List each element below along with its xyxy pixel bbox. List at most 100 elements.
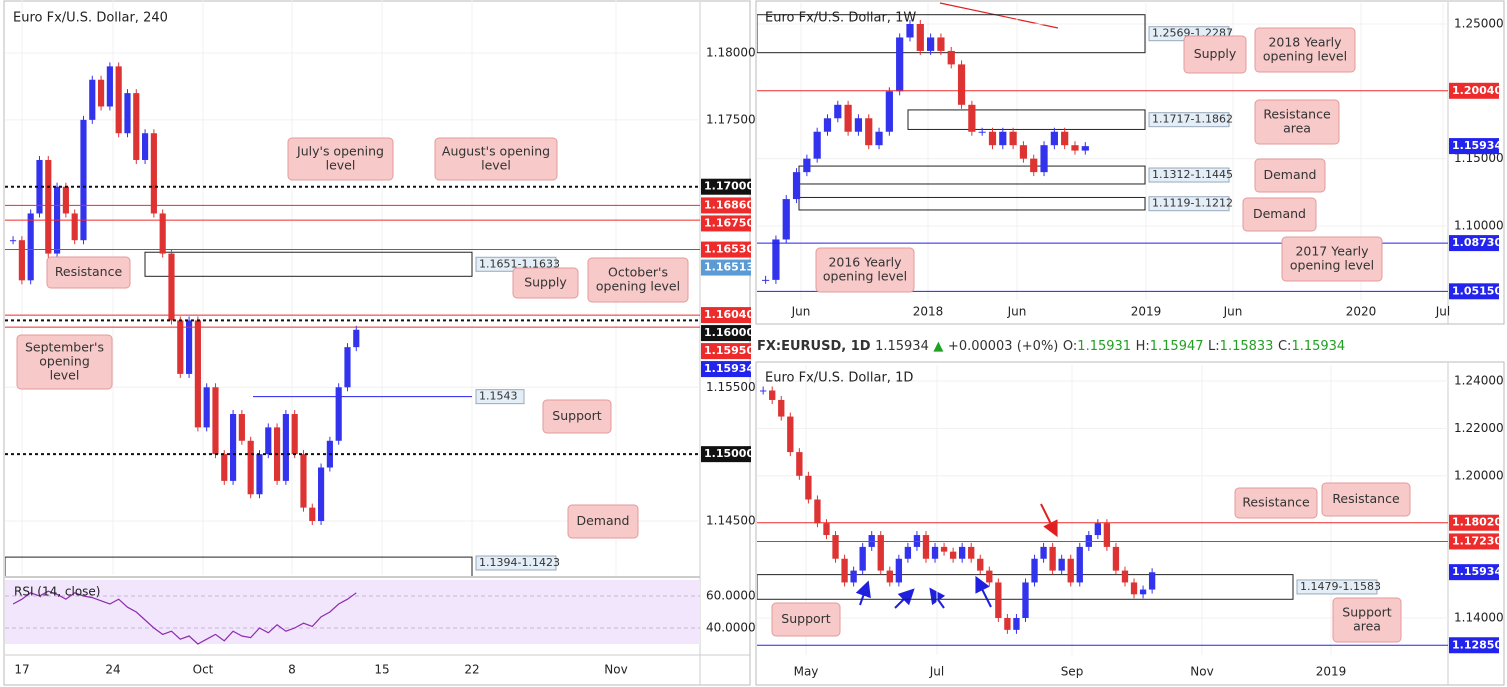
price-tag-label: 1.20040 bbox=[1452, 84, 1502, 97]
panel-title: Euro Fx/U.S. Dollar, 240 bbox=[13, 11, 168, 26]
price-axis-label: 1.25000 bbox=[1454, 17, 1504, 31]
price-tag-label: 1.15950 bbox=[704, 344, 754, 357]
candle bbox=[159, 213, 166, 254]
candle bbox=[805, 475, 812, 500]
candle bbox=[1040, 145, 1048, 173]
candle bbox=[959, 546, 966, 559]
callout-text: Demand bbox=[1253, 206, 1306, 221]
candle bbox=[1050, 131, 1058, 146]
callout-text: Supply bbox=[1194, 46, 1237, 61]
zone-label-box bbox=[1148, 112, 1230, 128]
panel-title: Euro Fx/U.S. Dollar, 1D bbox=[765, 371, 913, 386]
candle bbox=[927, 37, 935, 51]
callout bbox=[16, 334, 113, 390]
price-tag bbox=[701, 343, 751, 360]
time-label: May bbox=[794, 665, 819, 679]
price-tag-label: 1.15934 bbox=[704, 362, 754, 375]
callout-text: 2018 Yearly bbox=[1268, 35, 1342, 50]
candle bbox=[787, 416, 794, 453]
zone-label: 1.1119-1.1212 bbox=[1152, 197, 1233, 210]
candle bbox=[977, 558, 984, 571]
zone bbox=[798, 165, 1146, 185]
callout-text: opening level bbox=[823, 269, 907, 284]
candle bbox=[1058, 558, 1065, 571]
price-tag-label: 1.15934 bbox=[1452, 565, 1502, 578]
candle bbox=[1081, 146, 1089, 151]
callout-text: opening level bbox=[596, 279, 680, 294]
price-tag bbox=[1449, 637, 1499, 654]
candle bbox=[124, 93, 131, 134]
candle bbox=[335, 387, 342, 441]
candle bbox=[230, 414, 237, 481]
plot-area bbox=[757, 365, 1448, 655]
callout bbox=[512, 267, 579, 299]
arrow bbox=[894, 588, 915, 609]
price-axis-label: 1.10000 bbox=[1454, 219, 1504, 233]
price-tag-label: 1.16040 bbox=[704, 308, 754, 321]
callout-text: level bbox=[50, 368, 80, 383]
zone-label: 1.1479-1.1583 bbox=[1300, 580, 1381, 593]
candle bbox=[850, 570, 857, 583]
candle bbox=[778, 399, 785, 417]
callout bbox=[1234, 487, 1318, 519]
candle bbox=[265, 427, 272, 455]
candle bbox=[18, 240, 25, 281]
callout-text: 2017 Yearly bbox=[1295, 244, 1369, 259]
candle bbox=[353, 329, 360, 348]
price-tag-label: 1.17000 bbox=[704, 180, 754, 193]
candle bbox=[968, 546, 975, 559]
candle bbox=[291, 414, 298, 455]
callout bbox=[542, 399, 612, 434]
up-arrow: ▲ bbox=[933, 339, 943, 354]
price-tag bbox=[1449, 283, 1499, 300]
candle bbox=[834, 104, 842, 119]
callout-text: area bbox=[1353, 619, 1381, 634]
callout-text: opening bbox=[39, 354, 90, 369]
candle bbox=[186, 320, 193, 374]
candle bbox=[247, 440, 254, 495]
callout-text: October's bbox=[608, 265, 668, 280]
time-label: Jun bbox=[1223, 305, 1243, 319]
price-tag bbox=[701, 215, 751, 232]
candle bbox=[27, 213, 34, 281]
candle bbox=[859, 546, 866, 571]
candle bbox=[1112, 546, 1120, 571]
panel-title: Euro Fx/U.S. Dollar, 1W bbox=[765, 11, 916, 26]
candle bbox=[300, 454, 307, 508]
candle bbox=[133, 93, 140, 160]
callout bbox=[1183, 35, 1247, 74]
candle bbox=[89, 79, 96, 120]
callout bbox=[815, 247, 915, 293]
price-tag bbox=[1449, 235, 1499, 252]
time-label: 15 bbox=[374, 663, 389, 677]
candle bbox=[916, 24, 924, 51]
candle bbox=[922, 535, 930, 559]
callout-text: Resistance bbox=[55, 264, 123, 279]
candle bbox=[1013, 618, 1020, 630]
callout-text: Support bbox=[1342, 605, 1392, 620]
candle bbox=[854, 118, 863, 132]
price-tag-label: 1.17230 bbox=[1452, 534, 1502, 547]
callout-text: Support bbox=[781, 611, 831, 626]
zone-label: 1.1717-1.1862 bbox=[1152, 113, 1233, 126]
candle bbox=[309, 507, 316, 521]
zone-label-box bbox=[1148, 167, 1230, 183]
price-tag-label: 1.16860 bbox=[704, 198, 754, 211]
candle bbox=[772, 239, 780, 280]
candle bbox=[947, 50, 955, 65]
arrow bbox=[1040, 503, 1058, 538]
callout-text: opening level bbox=[1263, 49, 1347, 64]
arrow bbox=[975, 575, 992, 608]
candle bbox=[1094, 523, 1102, 536]
candle bbox=[203, 387, 210, 428]
candle bbox=[1076, 546, 1083, 583]
callout bbox=[587, 257, 689, 303]
callout-text: 2016 Yearly bbox=[828, 255, 902, 270]
price-tag bbox=[701, 446, 751, 463]
zone-label: 1.1651-1.1633 bbox=[479, 257, 560, 270]
candle bbox=[256, 454, 263, 495]
candle bbox=[98, 79, 105, 107]
zone-label: 1.1394-1.1423 bbox=[479, 556, 560, 569]
candle bbox=[803, 158, 811, 173]
candle bbox=[762, 279, 770, 281]
